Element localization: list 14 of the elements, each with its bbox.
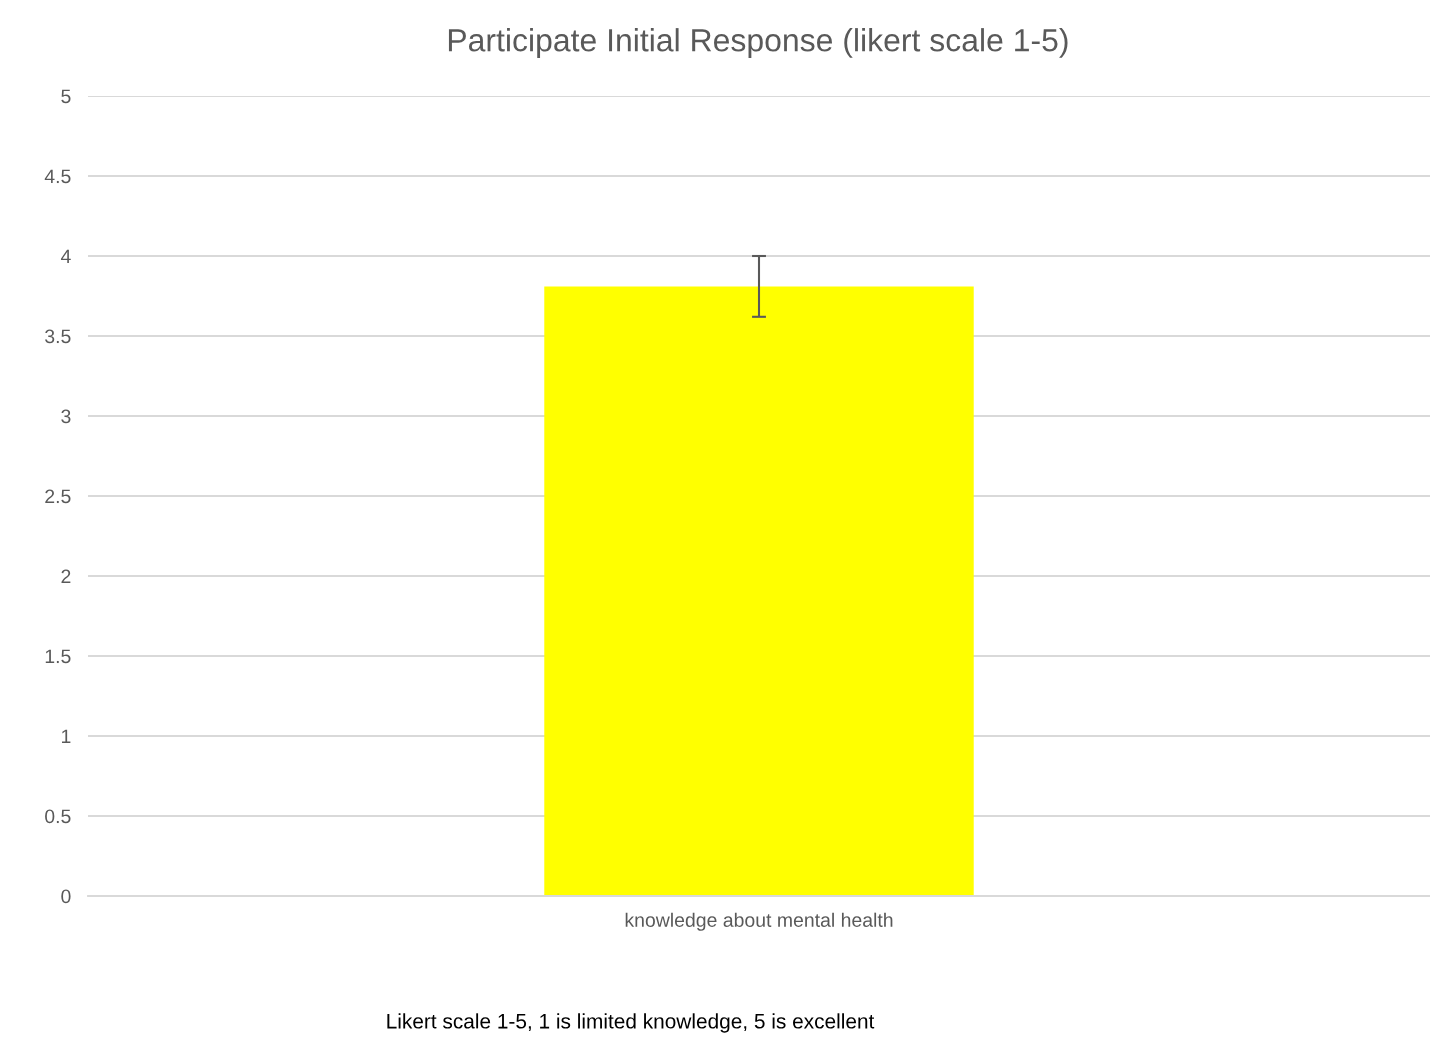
y-tick-label: 0.5 — [45, 809, 71, 824]
y-tick-label: 5 — [61, 89, 71, 104]
x-tick-label: knowledge about mental health — [625, 912, 893, 931]
y-tick-label: 1.5 — [45, 649, 71, 664]
y-tick-label: 0 — [61, 889, 71, 904]
text: Likert scale 1-5, 1 is limited knowledge, 5 is excellent — [387, 1013, 875, 1033]
y-tick-label: 1 — [62, 729, 71, 744]
y-tick-label: 3.5 — [45, 329, 71, 344]
y-tick-label: 3 — [61, 409, 71, 424]
y-tick-label: 2.5 — [45, 489, 71, 504]
y-tick-label: 4 — [60, 249, 71, 264]
chart-title: Participate Initial Response (likert scale 1-5) — [448, 28, 1068, 58]
y-tick-label: 4.5 — [44, 169, 71, 184]
y-tick-label: 2 — [61, 569, 71, 584]
